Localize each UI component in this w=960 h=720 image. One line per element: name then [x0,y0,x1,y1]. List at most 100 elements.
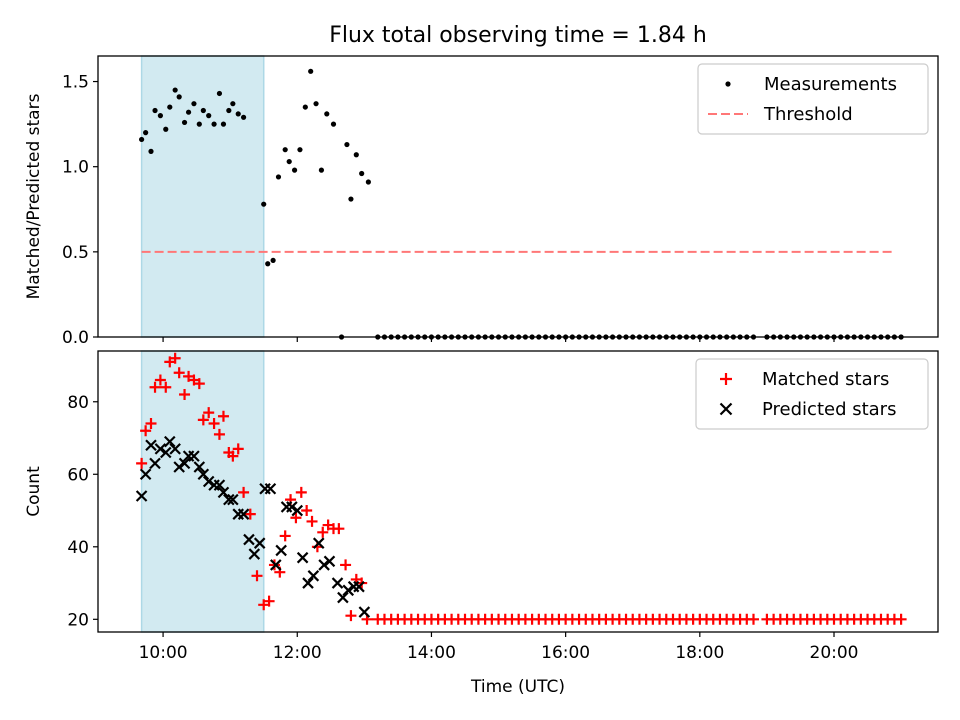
measurement-point [139,136,145,143]
legend-matched-marker [720,373,732,385]
predicted-star-point [270,559,282,571]
predicted-star-point [139,468,152,481]
measurement-point [216,90,223,97]
predicted-star-point [154,443,167,455]
y-tick-label: 20 [67,610,89,630]
measurement-point [220,121,227,127]
measurement-point [330,121,337,127]
measurement-point [181,119,188,126]
measurement-point [275,174,282,180]
y-tick-label: 1.0 [62,158,89,178]
matched-star-point [213,428,225,440]
predicted-star-point [323,555,336,568]
predicted-star-point [197,468,210,481]
matched-star-point [251,570,263,582]
measurement-point [318,167,325,173]
y-tick-label: 40 [67,538,89,558]
predicted-star-point [337,591,349,604]
chart-title: Flux total observing time = 1.84 h [329,23,707,48]
measurement-point [359,170,365,177]
y-tick-label: 0.0 [62,328,89,348]
matched-star-point [263,595,275,607]
measurement-point [348,196,354,202]
measurement-point [286,158,292,165]
legend: Matched stars Predicted stars [695,358,929,430]
predicted-star-point [135,490,148,502]
predicted-star-point [312,537,325,549]
measurement-point [152,107,158,114]
predicted-star-point [347,580,360,593]
matched-star-point [179,389,191,401]
measurement-point [163,126,169,132]
predicted-star-point [331,577,344,589]
predicted-star-point [318,559,330,571]
matched-star-point [169,352,181,364]
matched-star-point [244,508,256,520]
matched-star-point [217,410,229,422]
matched-star-point [306,515,318,527]
predicted-star-point [342,584,355,597]
measurement-point [353,152,359,158]
y-tick-label: 60 [67,465,89,485]
y-tick-label: 1.5 [62,73,89,93]
legend-label: Measurements [764,74,897,95]
axes-frame [97,55,939,338]
measurement-point [211,121,217,127]
predicted-star-point [159,446,172,459]
predicted-star-point [227,493,239,506]
y-axis-label: Count [24,466,44,517]
legend-box [695,358,929,430]
measurement-point [282,147,288,153]
matched-star-point [145,418,157,430]
measurement-point [291,167,298,173]
matched-star-point [173,367,185,379]
matched-star-point [301,505,313,517]
predicted-star-point [253,537,266,549]
x-tick-label: 20:00 [810,643,859,663]
predicted-star-point [307,570,320,582]
measurement-point [172,87,178,93]
predicted-star-point [149,457,161,470]
measurement-point [308,68,314,74]
measurement-point [226,107,232,114]
y-axis-label: Matched/Predicted stars [24,93,44,299]
predicted-star-point [275,544,287,557]
measurement-point [297,147,303,153]
predicted-star-point [302,577,314,589]
predicted-star-point [264,483,277,495]
series-predicted-stars [135,435,371,618]
matched-star-point [208,418,220,430]
legend-measurement-marker [725,81,731,87]
matched-star-point [345,610,357,622]
x-axis-label: Time (UTC) [470,677,565,697]
legend-predicted-marker [719,402,733,416]
matched-star-point [317,526,329,538]
predicted-star-point [145,439,157,452]
measurement-point [261,201,267,207]
measurement-point [230,101,236,107]
predicted-star-point [358,606,371,618]
matched-star-point [140,425,152,437]
matched-star-point [136,457,148,469]
matched-star-point [149,381,161,393]
measurement-point [324,111,330,117]
legend: Measurements Threshold [697,63,929,135]
predicted-star-point [243,533,255,546]
measurement-point [365,179,371,185]
predicted-star-point [237,508,250,520]
predicted-star-point [213,479,226,491]
measurement-point [157,113,163,119]
predicted-star-point [280,501,293,513]
predicted-star-point [296,551,309,564]
measurement-point [344,141,350,148]
y-tick-label: 80 [67,393,89,413]
matched-star-point [203,407,215,419]
predicted-star-point [248,548,261,560]
matched-star-point [232,443,244,455]
predicted-star-point [188,450,200,462]
measurement-point [196,121,202,127]
measurement-point [302,104,308,110]
top-panel: 0.0 0.5 1.0 1.5 Matched/Predicted stars Measu… [24,55,939,348]
measurement-point [200,107,206,114]
